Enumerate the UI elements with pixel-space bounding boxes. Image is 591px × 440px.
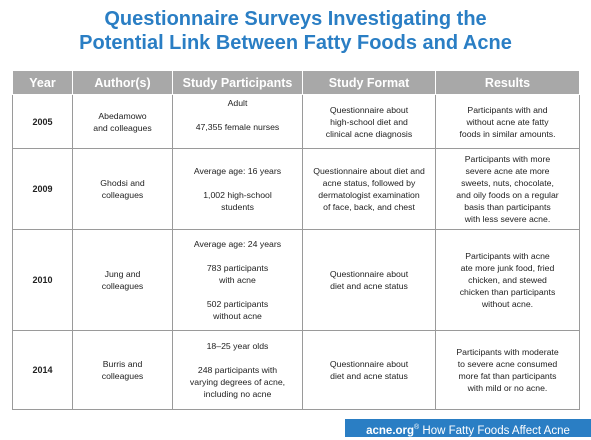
cell-results: Participants with and without acne ate f… <box>435 94 580 149</box>
cell-results: Participants with moderate to severe acn… <box>435 330 580 410</box>
header-year: Year <box>12 71 73 95</box>
header-participants: Study Participants <box>172 71 303 95</box>
cell-participants: Average age: 16 years 1,002 high-school … <box>172 148 303 230</box>
footer-banner: acne.org® How Fatty Foods Affect Acne <box>345 419 591 437</box>
page-title: Questionnaire Surveys Investigating the … <box>0 7 591 55</box>
cell-results: Participants with more severe acne ate m… <box>435 148 580 230</box>
table-row: 2014 Burris and colleagues 18–25 year ol… <box>12 330 580 410</box>
brand-logo: acne.org <box>366 424 415 437</box>
title-line-2: Potential Link Between Fatty Foods and A… <box>79 32 512 54</box>
cell-authors: Ghodsi and colleagues <box>72 148 173 230</box>
header-results: Results <box>435 71 580 95</box>
registered-mark: ® <box>414 424 420 431</box>
cell-authors: Abedamowo and colleagues <box>72 94 173 149</box>
table-row: 2005 Abedamowo and colleagues Adult 47,3… <box>12 94 580 149</box>
cell-participants: Average age: 24 years 783 participants w… <box>172 229 303 331</box>
cell-year: 2014 <box>12 330 73 410</box>
cell-year: 2009 <box>12 148 73 230</box>
cell-authors: Jung and colleagues <box>72 229 173 331</box>
table-header-row: Year Author(s) Study Participants Study … <box>12 71 580 95</box>
cell-results: Participants with acne ate more junk foo… <box>435 229 580 331</box>
cell-format: Questionnaire about high-school diet and… <box>302 94 436 149</box>
header-authors: Author(s) <box>72 71 173 95</box>
table-row: 2010 Jung and colleagues Average age: 24… <box>12 229 580 331</box>
cell-authors: Burris and colleagues <box>72 330 173 410</box>
cell-participants: Adult 47,355 female nurses <box>172 94 303 149</box>
cell-participants: 18–25 year olds 248 participants with va… <box>172 330 303 410</box>
title-line-1: Questionnaire Surveys Investigating the <box>104 8 487 30</box>
table-row: 2009 Ghodsi and colleagues Average age: … <box>12 148 580 230</box>
cell-format: Questionnaire about diet and acne status… <box>302 148 436 230</box>
cell-format: Questionnaire about diet and acne status <box>302 330 436 410</box>
cell-format: Questionnaire about diet and acne status <box>302 229 436 331</box>
cell-year: 2005 <box>12 94 73 149</box>
header-format: Study Format <box>302 71 436 95</box>
studies-table: Year Author(s) Study Participants Study … <box>12 71 580 410</box>
cell-year: 2010 <box>12 229 73 331</box>
footer-caption: How Fatty Foods Affect Acne <box>422 424 570 437</box>
